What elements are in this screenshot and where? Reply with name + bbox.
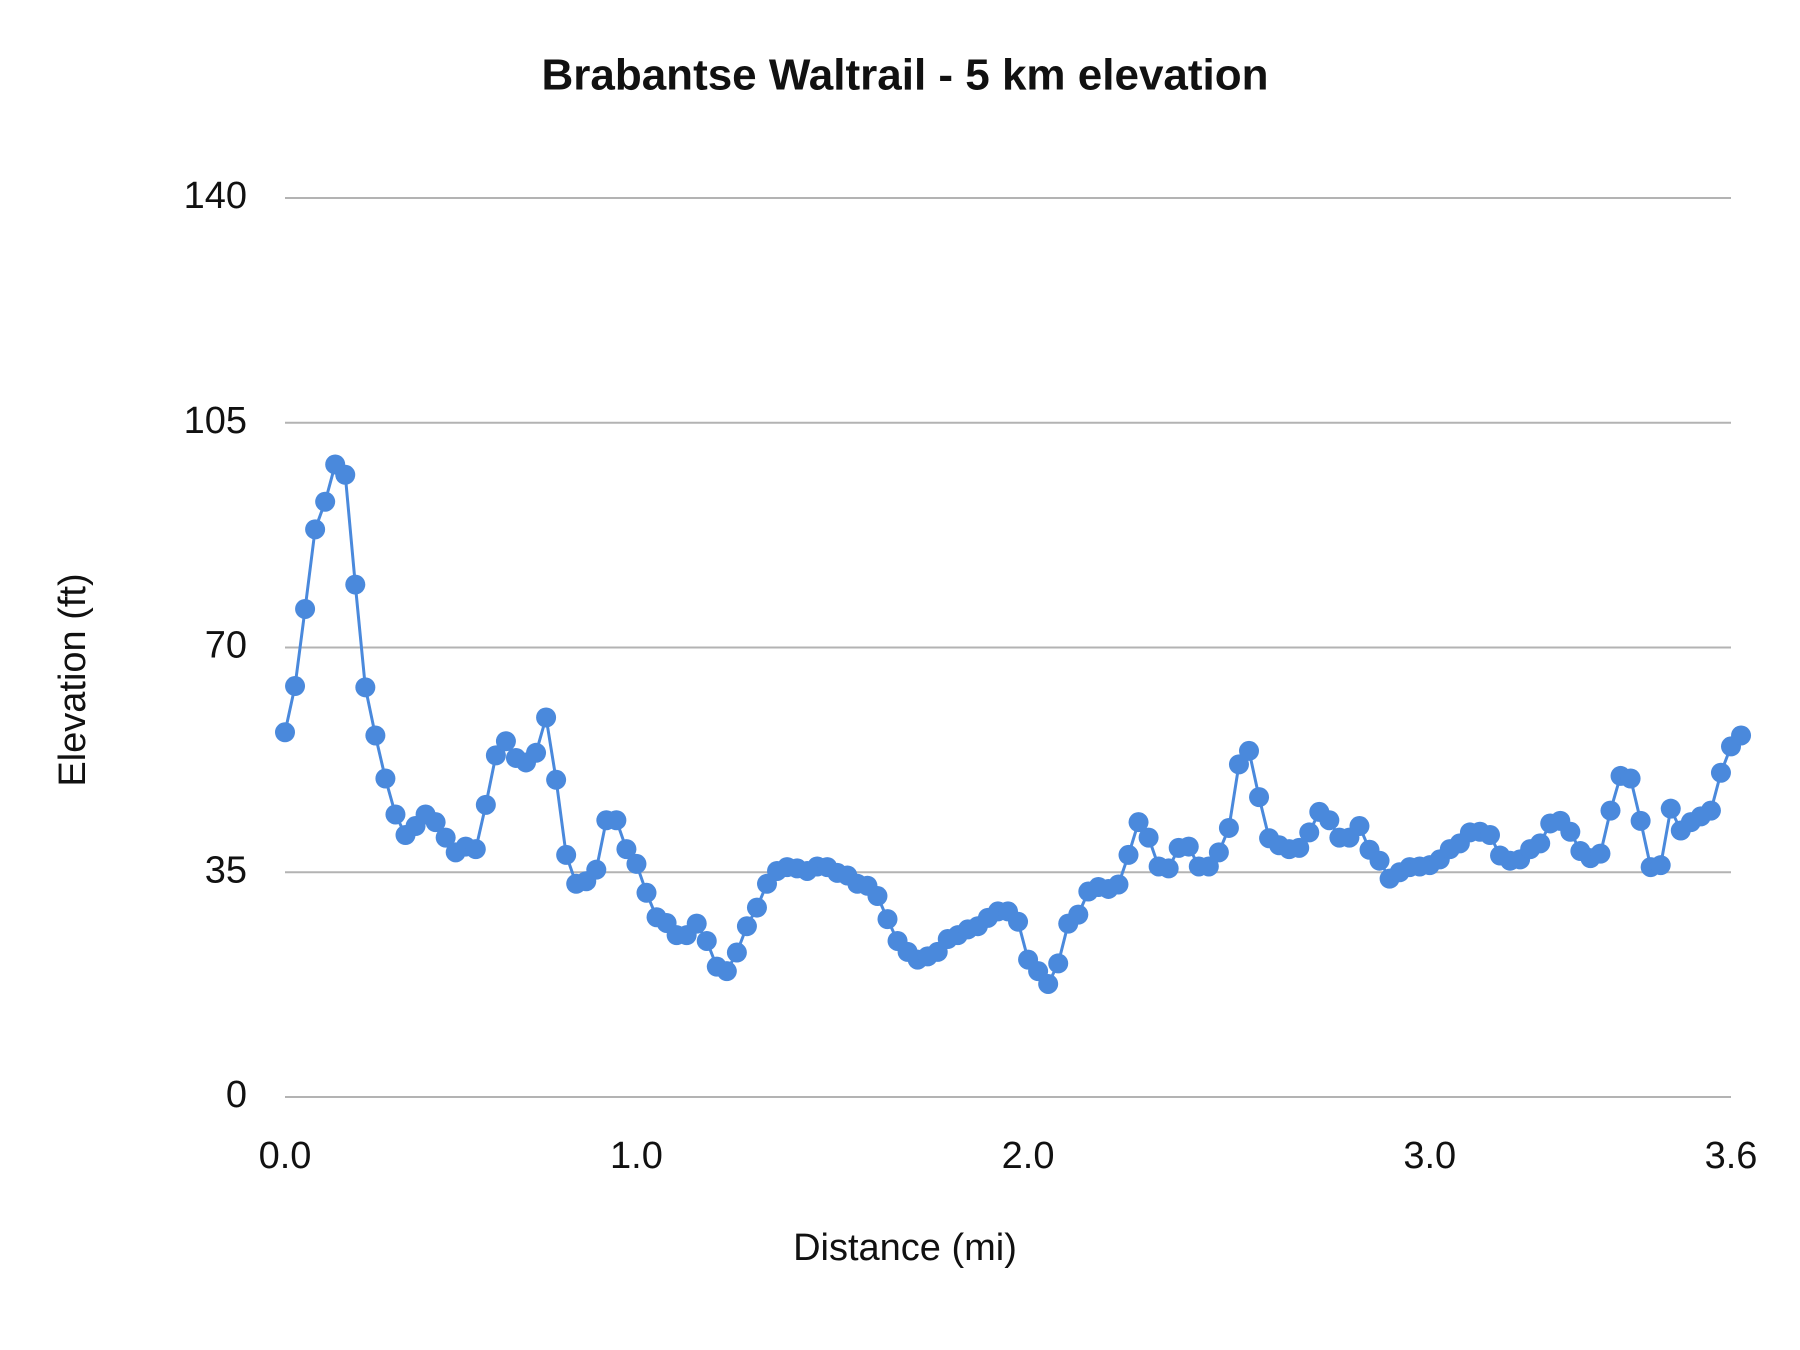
data-point — [1208, 842, 1229, 863]
data-point — [495, 731, 516, 752]
y-tick-label: 70 — [205, 625, 247, 667]
data-point — [475, 794, 496, 815]
x-tick-label: 3.6 — [1705, 1135, 1758, 1177]
data-point — [1198, 856, 1219, 877]
data-point — [536, 707, 557, 728]
data-point — [1299, 822, 1320, 843]
data-point — [1700, 800, 1721, 821]
data-point — [1158, 858, 1179, 879]
x-tick-label: 3.0 — [1403, 1135, 1456, 1177]
data-point — [335, 464, 356, 485]
data-point — [435, 827, 456, 848]
data-point — [1249, 787, 1270, 808]
y-tick-label: 35 — [205, 849, 247, 891]
data-point — [616, 839, 637, 860]
data-point — [746, 897, 767, 918]
data-point — [305, 519, 326, 540]
data-point — [1118, 844, 1139, 865]
data-point — [485, 745, 506, 766]
y-tick-label: 105 — [184, 400, 247, 442]
data-point — [1239, 740, 1259, 761]
data-point — [1600, 800, 1621, 821]
data-point — [867, 886, 888, 907]
data-point — [1048, 953, 1069, 974]
data-point — [1480, 825, 1500, 846]
data-point — [315, 491, 336, 512]
data-point — [626, 853, 647, 874]
data-point — [275, 722, 295, 743]
data-point — [726, 942, 747, 963]
data-point — [1710, 762, 1731, 783]
data-point — [606, 810, 627, 831]
data-point — [1008, 911, 1029, 932]
data-point — [546, 769, 567, 790]
x-axis-title: Distance (mi) — [793, 1227, 1017, 1269]
data-point — [385, 804, 406, 825]
data-point — [375, 768, 396, 789]
data-point — [716, 961, 737, 982]
data-point — [1108, 874, 1129, 895]
data-point — [1660, 798, 1681, 819]
data-point — [1138, 827, 1159, 848]
x-tick-label: 1.0 — [610, 1135, 663, 1177]
data-point — [365, 725, 386, 746]
data-point — [1369, 850, 1390, 871]
data-point — [526, 742, 547, 763]
data-point — [1349, 816, 1370, 837]
data-point — [586, 859, 607, 880]
data-point — [1731, 725, 1752, 746]
data-point — [1038, 973, 1059, 994]
data-point — [636, 882, 657, 903]
data-point — [295, 598, 316, 619]
data-point — [425, 812, 446, 833]
data-point — [1560, 821, 1581, 842]
data-point — [1590, 843, 1611, 864]
y-tick-label: 0 — [226, 1074, 247, 1116]
data-point — [1620, 768, 1641, 789]
data-point — [355, 677, 376, 698]
data-point — [1178, 836, 1199, 857]
data-point — [465, 839, 486, 860]
x-tick-label: 0.0 — [259, 1135, 312, 1177]
y-tick-label: 140 — [184, 175, 247, 217]
data-point — [1128, 812, 1149, 833]
data-point — [1530, 833, 1551, 854]
data-point — [877, 909, 898, 930]
data-point — [556, 844, 577, 865]
data-point — [345, 574, 366, 595]
data-point — [1289, 837, 1310, 858]
data-point — [686, 913, 707, 934]
data-point — [1319, 810, 1340, 831]
data-point — [696, 930, 717, 951]
x-tick-label: 2.0 — [1002, 1135, 1055, 1177]
data-point — [1218, 817, 1239, 838]
chart-title: Brabantse Waltrail - 5 km elevation — [541, 51, 1268, 100]
y-axis-title: Elevation (ft) — [52, 573, 94, 786]
data-point — [1068, 904, 1089, 925]
data-point — [1630, 810, 1651, 831]
data-point — [1650, 855, 1671, 876]
data-point — [736, 916, 757, 937]
data-point — [285, 676, 306, 697]
